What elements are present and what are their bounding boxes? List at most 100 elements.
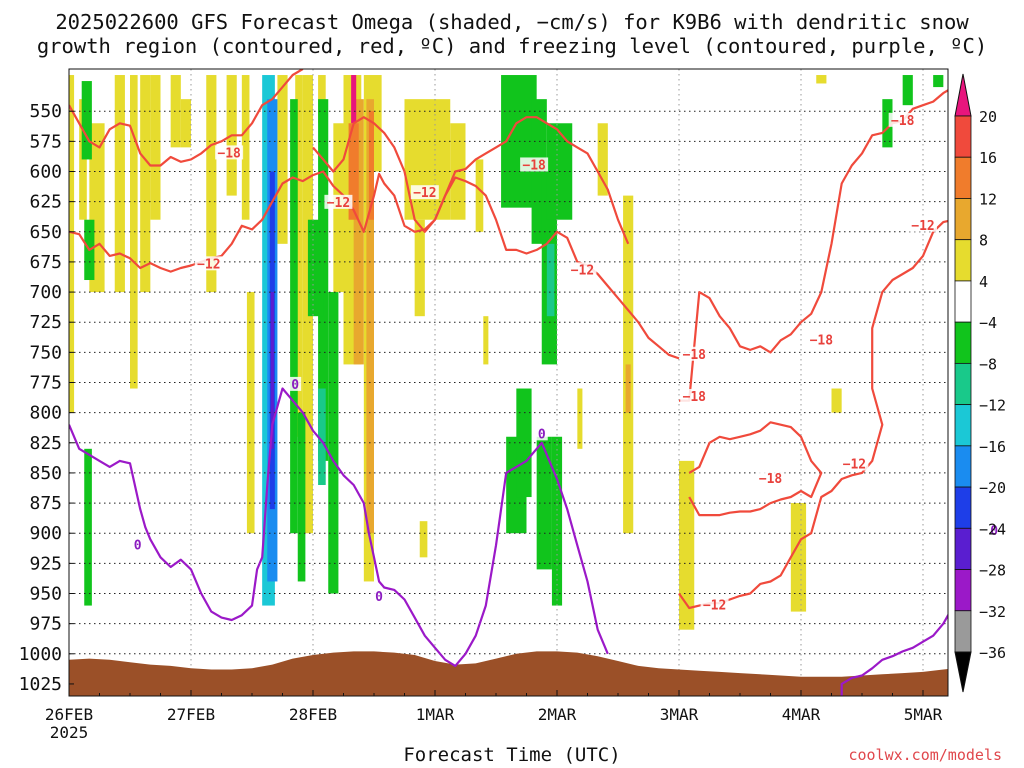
contour-label-bg-0 [215,145,244,160]
contour-label-3: −18 [683,348,707,363]
colorbar-top-arrow [954,73,972,117]
omega-shade-3 [114,75,125,293]
colorbar-label--8: −8 [979,355,997,373]
x-tick-label-26FEB: 26FEB [45,705,93,724]
omega-shade-42 [816,75,827,84]
omega-shade-64 [546,243,555,317]
colorbar-band-7 [954,362,972,406]
y-tick-label-850: 850 [29,463,62,484]
colorbar-band-9 [954,445,972,488]
chart-title-line1: 2025022600 GFS Forecast Omega (shaded, −… [55,10,969,34]
omega-shade-14 [295,75,303,437]
contour-label-15: 0 [375,590,383,605]
colorbar-band-8 [954,404,972,447]
colorbar-bottom-arrow [954,651,972,693]
y-tick-label-925: 925 [29,553,62,574]
x-tick-label-2MAR: 2MAR [538,705,577,724]
contour-label-17: 0 [538,427,546,442]
colorbar-band-5 [954,280,972,323]
contour-label-12: −12 [843,457,866,472]
credit-link[interactable]: coolwx.com/models [848,746,1002,764]
colorbar-label--36: −36 [979,644,1006,662]
omega-shade-5 [140,75,151,293]
colorbar: 20 16 12 8 4 −4 −8 −12 −16 −20 −24 −28 −32 −36 [954,73,1006,693]
contour-label-bg-14 [131,537,144,552]
contour-label-bg-12 [840,456,869,471]
contour-label-bg-7 [194,256,223,271]
contour-label-6: −18 [759,472,783,487]
y-tick-label-1000: 1000 [19,644,62,665]
colorbar-band-1 [954,115,972,158]
contour-label-bg-13 [700,597,729,612]
contour-label-bg-5 [680,388,709,403]
contour-label-2: −18 [891,114,915,129]
omega-shade-34 [625,364,631,413]
omega-shade-31 [483,316,489,365]
omega-shade-41 [1017,473,1024,497]
contour-label-1: −18 [522,158,546,173]
contours [69,69,948,696]
contour-label-0: −18 [217,146,241,161]
omega-shade-9 [206,75,217,293]
omega-shade-35 [577,388,583,449]
terrain-fill [69,651,948,696]
omega-shade-40 [1017,352,1024,382]
y-tick-label-1025: 1025 [19,674,62,695]
colorbar-label--24: −24 [979,520,1006,538]
colorbar-label-8: 8 [979,232,988,250]
contour-7 [840,613,948,696]
contour-label-9: −12 [413,186,436,201]
contour-label-bg-18 [988,522,1001,537]
omega-shade-56 [516,388,532,498]
colorbar-band-3 [954,198,972,241]
contour-1 [69,170,680,360]
colorbar-label-16: 16 [979,149,997,167]
contour-label-11: −12 [911,219,934,234]
x-tick-label-1MAR: 1MAR [416,705,455,724]
y-tick-label-800: 800 [29,403,62,424]
omega-shade-4 [130,75,138,389]
colorbar-band-13 [954,610,972,653]
contour-label-bg-2 [888,112,917,127]
omega-shade-50 [307,219,324,317]
contour-label-bg-16 [289,376,302,391]
y-tick-label-975: 975 [29,614,62,635]
omega-shade-0 [69,75,75,413]
omega-shade-43 [81,81,92,160]
x-tick-label-27FEB: 27FEB [167,705,215,724]
contour-2 [312,116,630,245]
colorbar-label--12: −12 [979,397,1006,415]
contour-label-bg-6 [756,470,785,485]
colorbar-band-11 [954,527,972,570]
omega-shade-27 [414,219,425,317]
omega-shade-59 [882,99,893,148]
colorbar-band-10 [954,486,972,529]
y-tick-label-625: 625 [29,192,62,213]
contour-0 [69,69,304,167]
colorbar-label--20: −20 [979,479,1006,497]
colorbar-label-4: 4 [979,273,988,291]
omega-shade-48 [318,99,329,461]
contour-3 [679,89,948,402]
contour-label-bg-4 [807,332,836,347]
contour-label-bg-9 [410,185,439,200]
omega-shade-30 [475,159,484,232]
omega-shade-47 [297,412,306,582]
colorbar-label--4: −4 [979,314,997,332]
omega-shade-39 [1017,250,1024,292]
omega-shade-12 [246,292,255,534]
omega-shade-8 [180,99,191,148]
contour-5 [678,219,948,610]
x-tick-label-28FEB: 28FEB [289,705,337,724]
contour-label-18: 0 [990,524,998,539]
omega-shade-19 [353,99,364,365]
x-tick-sublabel: 2025 [50,723,89,742]
omega-shade-61 [933,75,944,88]
colorbar-label--16: −16 [979,438,1006,456]
omega-shade-45 [84,448,92,606]
omega-shade-22 [368,111,374,220]
y-tick-label-825: 825 [29,433,62,454]
contour-label-bg-3 [680,346,709,361]
contour-label-13: −12 [703,599,726,614]
